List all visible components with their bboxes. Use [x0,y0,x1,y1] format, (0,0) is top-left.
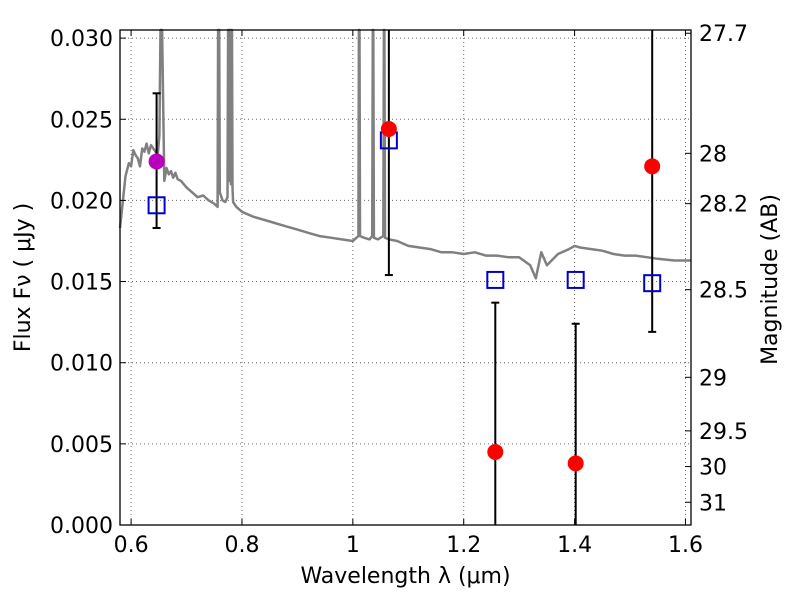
observed-points [148,121,661,472]
y2-tick-label: 28.5 [699,279,748,304]
y2-axis-title: Magnitude (AB) [758,194,783,365]
y2-tick-label: 28.2 [699,193,748,218]
y2-tick-label: 31 [699,491,727,516]
sed-layer [118,28,691,280]
y2-tick-label: 29 [699,366,727,391]
x-tick-label: 1 [346,533,360,558]
model-square-point [486,270,505,289]
y-tick-label: 0.020 [50,189,113,214]
observed-circle-point [644,158,661,175]
y2-tick-label: 27.7 [699,22,748,47]
observed-circle-point [567,455,584,472]
x-tick-label: 1.2 [446,533,481,558]
y-tick-label: 0.030 [50,27,113,52]
x-tick-label: 0.8 [224,533,259,558]
plot-frame [119,29,692,526]
y-axis-title: Flux Fν ( μJy ) [11,203,36,352]
x-axis-title: Wavelength λ (μm) [300,564,510,589]
y2-tick-label: 30 [699,456,727,481]
x-tick-label: 0.6 [114,533,149,558]
model-points [147,131,662,293]
y-tick-label: 0.025 [50,108,113,133]
tick-layer: 0.6 0.8 1 1.2 1.4 1.6 0.000 0.005 0.010 0.015 0.02… [50,22,748,558]
sed-curve [118,28,691,280]
model-square-point [643,274,662,293]
x-tick-label: 1.6 [668,533,703,558]
y2-tick-label: 29.5 [699,420,748,445]
x-tick-label: 1.4 [557,533,592,558]
observed-circle-point [380,121,397,137]
y-tick-label: 0.005 [50,433,113,458]
y-tick-label: 0.000 [50,514,113,539]
grid-layer [120,30,691,526]
y-tick-label: 0.015 [50,271,113,296]
model-square-point [147,196,166,215]
observed-circle-point [148,153,165,170]
observed-circle-point [487,443,504,460]
model-square-point [566,270,585,289]
y-tick-label: 0.010 [50,352,113,377]
y2-tick-label: 28 [699,142,727,167]
